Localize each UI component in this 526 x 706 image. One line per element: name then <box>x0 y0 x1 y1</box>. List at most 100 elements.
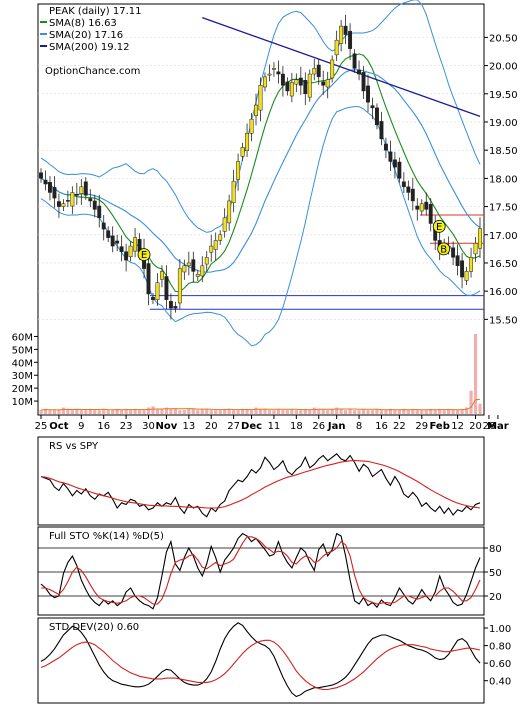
price-tick-label-4: 17.50 <box>489 203 518 214</box>
volume-bar-32 <box>182 410 186 414</box>
legend-sma200: SMA(200) 19.12 <box>49 42 130 53</box>
volume-bar-80 <box>397 410 401 414</box>
x-tick-label-4: 23 <box>120 421 133 432</box>
volume-bar-53 <box>276 408 281 414</box>
volume-bar-59 <box>303 408 307 414</box>
candle-body-36 <box>200 265 205 277</box>
candle-body-0 <box>39 172 43 179</box>
volume-bar-72 <box>361 408 366 414</box>
volume-bar-56 <box>290 408 294 414</box>
x-tick-label-18: 29 <box>415 421 428 432</box>
volume-bar-79 <box>393 410 397 414</box>
volume-bar-89 <box>438 408 442 414</box>
candle-body-62 <box>316 64 321 78</box>
x-tick-label-22: 26 <box>483 421 496 432</box>
volume-bar-14 <box>102 408 106 414</box>
legend-sma20: SMA(20) 17.16 <box>49 30 123 41</box>
price-gridlines <box>38 37 484 320</box>
volume-bar-41 <box>223 408 227 414</box>
candle-body-6 <box>65 200 70 202</box>
x-tick-label-21: 20 <box>469 421 482 432</box>
volume-bar-18 <box>120 410 124 414</box>
std-panel-title: STD DEV(20) 0.60 <box>49 622 139 633</box>
volume-bar-46 <box>245 408 249 414</box>
volume-bar-62 <box>317 408 321 414</box>
sto-d-line <box>41 536 481 605</box>
volume-bar-11 <box>88 408 92 414</box>
volume-bar-78 <box>388 408 393 414</box>
earnings-markers: EEB <box>137 220 451 261</box>
std-y-axis: 1.00 0.80 0.60 0.40 <box>484 624 511 688</box>
candle-body-84 <box>415 205 420 210</box>
volume-bar-65 <box>330 408 334 414</box>
volume-bar-40 <box>218 410 222 414</box>
volume-bar-73 <box>366 410 370 414</box>
volume-bar-4 <box>57 410 61 414</box>
volume-bar-47 <box>249 410 254 414</box>
std-tick-label-3: 0.40 <box>489 677 511 688</box>
x-tick-label-16: 16 <box>375 421 388 432</box>
volume-bar-75 <box>375 408 379 414</box>
candle-body-71 <box>357 69 362 75</box>
x-tick-label-3: 16 <box>97 421 110 432</box>
candle-body-80 <box>397 161 402 179</box>
candle-body-85 <box>419 203 424 212</box>
price-tick-label-2: 16.50 <box>489 259 518 270</box>
legend-sma8: SMA(8) 16.63 <box>49 18 117 29</box>
candle-body-67 <box>339 25 344 44</box>
sto-tick-label-2: 20 <box>489 592 502 603</box>
earnings-marker-1 <box>432 220 446 233</box>
candle-body-16 <box>110 235 115 247</box>
volume-bar-95 <box>464 407 469 414</box>
volume-bar-91 <box>447 408 451 414</box>
candle-body-45 <box>240 147 245 157</box>
candle-body-38 <box>209 245 214 253</box>
volume-bar-67 <box>339 408 343 414</box>
candle-body-58 <box>298 77 303 86</box>
price-tick-label-6: 18.50 <box>489 146 518 157</box>
price-tick-label-7: 19.00 <box>489 118 518 129</box>
volume-bar-15 <box>106 410 110 414</box>
candle-body-61 <box>312 68 317 75</box>
price-tick-label-3: 17.00 <box>489 231 518 242</box>
candle-body-44 <box>236 161 241 180</box>
sto-panel-title: Full STO %K(14) %D(5) <box>49 531 164 542</box>
candle-body-14 <box>101 222 106 230</box>
volume-bars <box>39 333 482 414</box>
candle-body-95 <box>464 271 469 281</box>
volume-bar-21 <box>133 408 137 414</box>
x-tick-label-17: 22 <box>393 421 406 432</box>
candle-body-7 <box>70 192 75 207</box>
candle-body-4 <box>56 201 61 207</box>
candle-body-64 <box>325 79 330 88</box>
volume-bar-27 <box>160 408 164 414</box>
volume-bar-64 <box>326 410 330 414</box>
volume-bar-43 <box>232 410 236 414</box>
candle-body-52 <box>271 68 276 70</box>
std-tick-label-2: 0.60 <box>489 659 511 670</box>
volume-bar-1 <box>43 408 48 414</box>
price-tick-label-1: 16.00 <box>489 287 518 298</box>
x-tick-label-8: 20 <box>205 421 218 432</box>
volume-bar-87 <box>429 408 433 414</box>
volume-average-line <box>40 398 481 411</box>
candle-body-65 <box>330 59 335 79</box>
volume-bar-34 <box>191 408 195 414</box>
candle-body-97 <box>473 242 478 255</box>
volume-bar-68 <box>344 410 348 414</box>
volume-bar-38 <box>209 410 213 414</box>
std-dev-line <box>40 622 481 698</box>
price-tick-label-9: 20.00 <box>489 62 518 73</box>
candle-body-30 <box>173 306 178 309</box>
candle-body-41 <box>222 217 227 232</box>
candle-body-5 <box>61 203 66 207</box>
price-panel-frame <box>37 3 485 416</box>
volume-bar-42 <box>227 408 231 414</box>
candle-body-18 <box>119 246 124 252</box>
x-tick-label-10: Dec <box>241 421 262 432</box>
candle-body-46 <box>245 133 250 151</box>
candle-body-40 <box>218 234 223 241</box>
volume-bar-77 <box>384 410 388 414</box>
volume-bar-71 <box>357 410 361 414</box>
candle-body-31 <box>177 268 182 304</box>
